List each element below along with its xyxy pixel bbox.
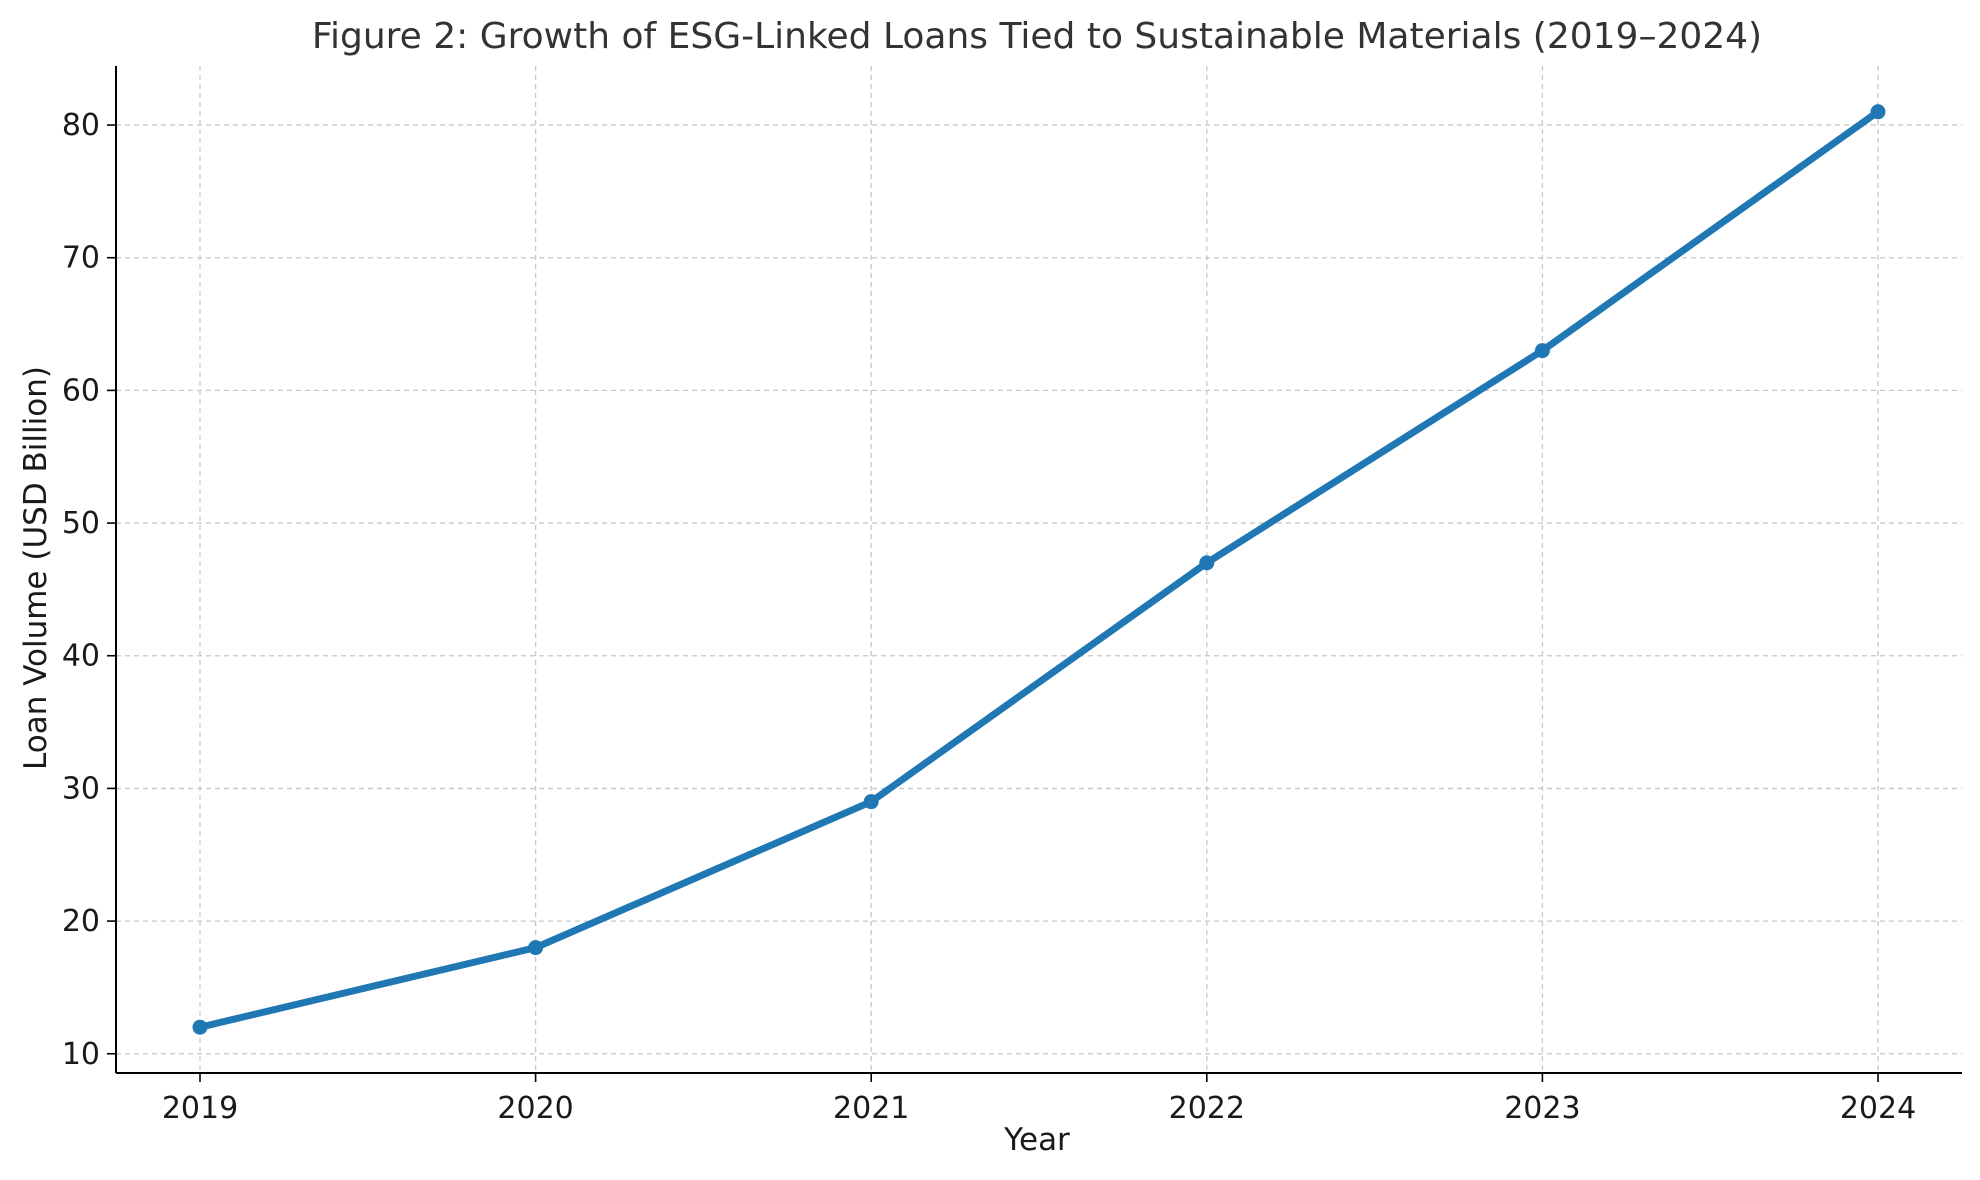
x-axis-label: Year	[1003, 1122, 1070, 1158]
y-tick-label: 70	[62, 241, 100, 276]
y-axis-label: Loan Volume (USD Billion)	[18, 366, 54, 770]
y-tick-label: 10	[62, 1037, 100, 1072]
data-point	[1199, 555, 1215, 571]
data-point	[528, 940, 544, 956]
x-tick-label: 2019	[162, 1091, 238, 1126]
y-tick-label: 40	[62, 639, 100, 674]
x-tick-label: 2023	[1504, 1091, 1580, 1126]
x-axis-ticks: 2019 2020 2021 2022 2023 2024	[162, 1073, 1916, 1126]
y-tick-label: 80	[62, 108, 100, 143]
y-tick-label: 50	[62, 506, 100, 541]
x-tick-label: 2022	[1169, 1091, 1245, 1126]
x-tick-label: 2021	[833, 1091, 909, 1126]
data-point	[192, 1019, 208, 1035]
y-tick-label: 60	[62, 373, 100, 408]
grid-lines	[116, 66, 1962, 1073]
x-tick-label: 2020	[497, 1091, 573, 1126]
data-point	[1534, 343, 1550, 359]
y-tick-label: 30	[62, 771, 100, 806]
axes	[115, 66, 1962, 1074]
chart-title: Figure 2: Growth of ESG-Linked Loans Tie…	[312, 16, 1762, 57]
y-axis-ticks: 10 20 30 40 50 60 70 80	[62, 108, 116, 1072]
x-tick-label: 2024	[1840, 1091, 1916, 1126]
data-point	[1870, 104, 1886, 120]
series-lines	[196, 108, 1882, 1031]
data-points	[192, 104, 1886, 1035]
series-line	[196, 108, 1882, 1031]
y-tick-label: 20	[62, 904, 100, 939]
data-point	[863, 794, 879, 810]
